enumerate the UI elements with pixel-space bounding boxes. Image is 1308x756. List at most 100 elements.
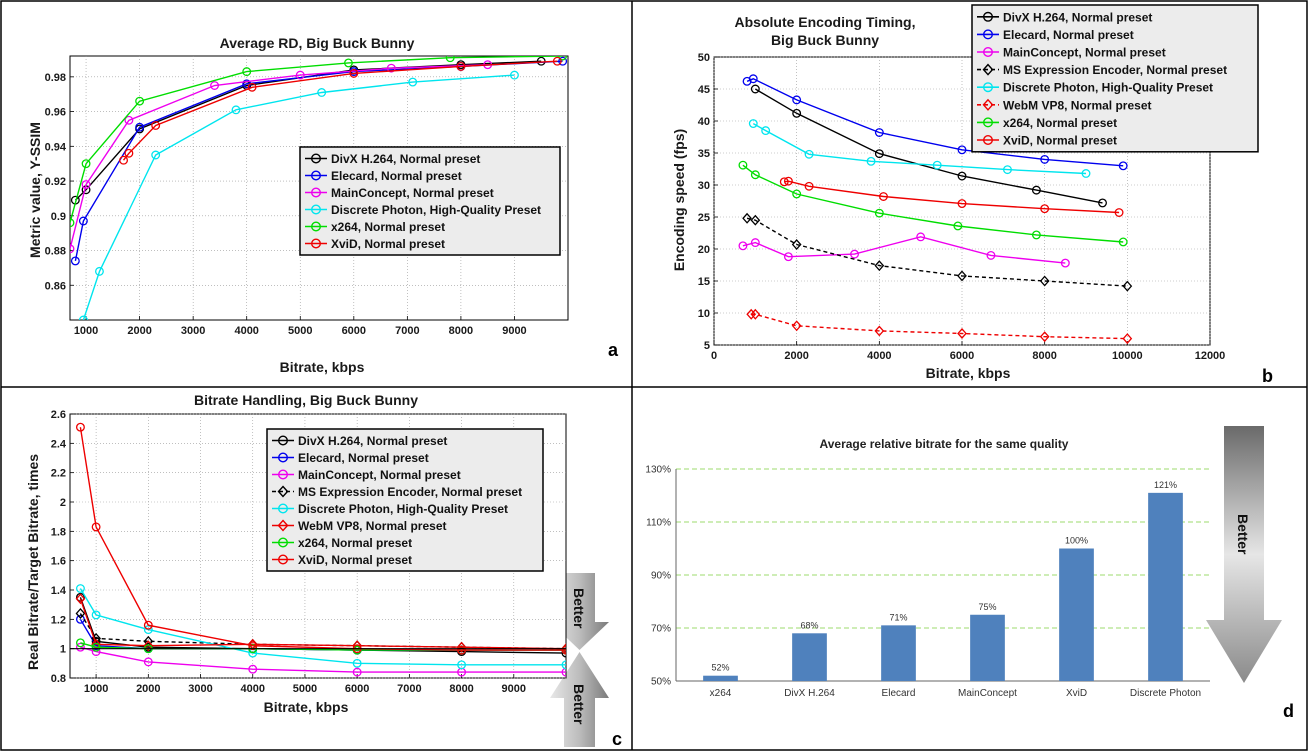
y-tick-label: 0.92	[45, 176, 66, 188]
y-tick-label: 110%	[646, 518, 671, 529]
panel-d-letter: d	[1283, 701, 1294, 721]
bar	[1148, 492, 1183, 681]
bar-value-label: 121%	[1154, 480, 1177, 490]
data-point	[143, 657, 153, 667]
data-point	[850, 249, 859, 259]
x-tick-label: 4000	[867, 350, 891, 362]
series-line	[751, 313, 1128, 340]
series-line	[122, 60, 558, 161]
data-point	[210, 81, 220, 90]
data-point	[1039, 331, 1050, 343]
y-tick-label: 1.4	[51, 585, 67, 597]
y-tick-label: 15	[698, 276, 710, 288]
data-point	[78, 216, 88, 226]
x-tick-label: 3000	[181, 325, 205, 337]
legend-label: MS Expression Encoder, Normal preset	[1003, 63, 1227, 77]
y-tick-label: 0.94	[45, 141, 67, 153]
data-point	[445, 56, 455, 63]
data-point	[742, 212, 752, 224]
legend-box	[971, 4, 1259, 153]
data-point	[957, 199, 967, 209]
x-tick-label: 12000	[1195, 350, 1226, 362]
data-point	[91, 642, 101, 652]
data-point	[561, 660, 566, 670]
data-point	[874, 128, 884, 137]
data-point	[70, 244, 75, 254]
legend-marker	[278, 452, 289, 463]
data-point	[866, 156, 876, 166]
data-point	[75, 593, 86, 605]
panel-b-xlabel: Bitrate, kbps	[926, 365, 1011, 381]
bar	[881, 625, 916, 681]
legend-label: DivX H.264, Normal preset	[1003, 10, 1152, 24]
legend-marker	[983, 134, 994, 145]
x-tick-label: 9000	[502, 325, 526, 337]
data-point	[248, 664, 258, 674]
bar-value-label: 100%	[1065, 536, 1088, 546]
y-tick-label: 20	[698, 244, 710, 256]
legend-marker	[311, 221, 322, 232]
data-point	[242, 67, 252, 77]
data-point	[75, 607, 86, 619]
series-line	[742, 164, 1124, 243]
panel-b-chart: Absolute Encoding Timing, Big Buck Bunny…	[671, 14, 1273, 386]
data-point	[91, 610, 101, 620]
data-point	[986, 250, 996, 260]
data-point	[750, 308, 761, 320]
data-point	[1039, 275, 1050, 287]
x-tick-label: Elecard	[882, 688, 916, 699]
legend-marker	[311, 238, 322, 249]
legend-label: XviD, Normal preset	[298, 553, 412, 567]
y-tick-label: 70%	[651, 624, 671, 635]
data-point	[352, 667, 362, 677]
data-point	[95, 266, 104, 276]
data-point	[561, 648, 566, 658]
data-point	[317, 88, 327, 97]
data-point	[91, 522, 101, 532]
data-point	[78, 315, 88, 320]
y-tick-label: 1.2	[51, 614, 66, 626]
data-point	[143, 620, 153, 630]
data-point	[349, 68, 359, 78]
legend-label: x264, Normal preset	[1003, 116, 1117, 130]
panel-a-title: Average RD, Big Buck Bunny	[220, 35, 415, 51]
y-tick-label: 0.9	[51, 211, 66, 223]
data-point	[552, 56, 562, 66]
data-point	[456, 61, 466, 71]
data-point	[779, 177, 789, 187]
panel-d-title: Average relative bitrate for the same qu…	[820, 437, 1069, 451]
legend-marker	[983, 47, 994, 58]
x-tick-label: 6000	[950, 350, 974, 362]
better-label-lower: Better	[571, 684, 587, 725]
panel-c-xlabel: Bitrate, kbps	[264, 699, 349, 715]
series-line	[746, 78, 1124, 167]
y-tick-label: 45	[698, 84, 710, 96]
y-tick-label: 130%	[645, 465, 671, 476]
series-line	[70, 64, 488, 249]
y-tick-label: 25	[698, 212, 710, 224]
bar-value-label: 52%	[711, 663, 729, 673]
y-tick-label: 5	[704, 340, 710, 352]
data-point	[957, 270, 967, 282]
legend-label: Elecard, Normal preset	[298, 451, 429, 465]
data-point	[874, 208, 884, 218]
x-tick-label: 10000	[1112, 350, 1143, 362]
y-tick-label: 0.8	[51, 673, 66, 685]
data-point	[344, 58, 353, 68]
y-tick-label: 2.4	[51, 438, 67, 450]
data-point	[1003, 165, 1012, 175]
data-point	[746, 308, 757, 320]
legend-marker	[278, 435, 289, 446]
data-point	[1031, 230, 1041, 240]
legend-marker	[983, 82, 994, 93]
panel-a-chart: Average RD, Big Buck Bunny Bitrate, kbps…	[27, 35, 619, 375]
data-point	[750, 84, 760, 94]
data-point	[457, 645, 467, 655]
better-down-arrow: Better	[1206, 426, 1282, 683]
legend-marker	[983, 117, 994, 128]
y-tick-label: 0.98	[45, 72, 66, 84]
data-point	[1122, 333, 1133, 345]
data-point	[750, 214, 761, 226]
legend-label: DivX H.264, Normal preset	[331, 152, 480, 166]
data-point	[879, 192, 888, 201]
